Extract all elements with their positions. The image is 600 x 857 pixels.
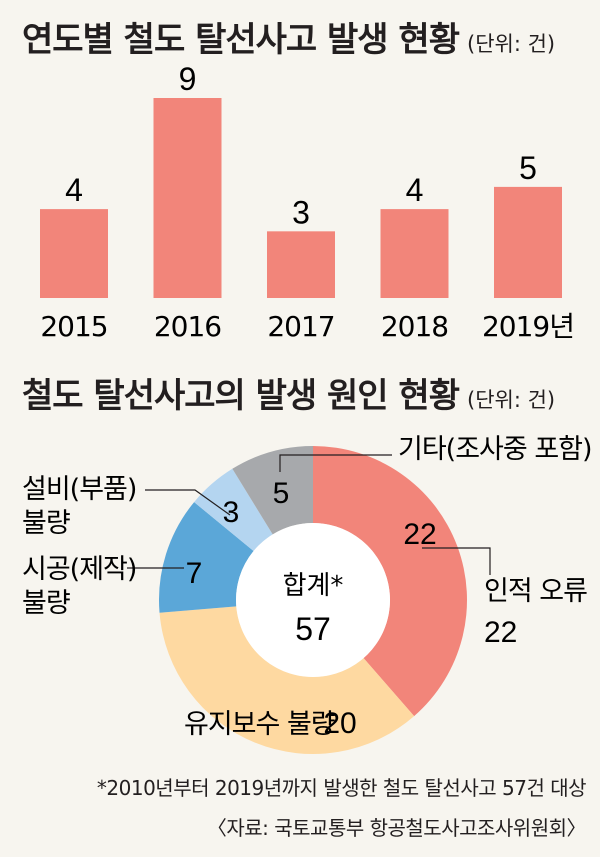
bar-2 [267, 231, 335, 298]
donut-category-label-3-line2: 불량 [22, 508, 70, 539]
bar-1 [153, 98, 222, 298]
donut-slice-3 [194, 468, 273, 552]
donut-category-label-2: 시공(제작) 불량 [22, 554, 136, 619]
leader-line-0 [422, 547, 491, 575]
bar-chart-unit: (단위: 건) [467, 32, 556, 56]
source-note: 〈자료: 국토교통부 항공철도사고조사위원회〉 [206, 816, 587, 840]
donut-value-label-2: 7 [186, 557, 203, 590]
bar-value-label-2: 3 [292, 194, 310, 230]
donut-center-value: 57 [295, 611, 331, 647]
donut-category-label-0: 인적 오류 [484, 576, 587, 607]
bar-value-label-1: 9 [179, 61, 197, 97]
donut-slice-4 [232, 446, 313, 535]
bar-chart-title: 연도별 철도 탈선사고 발생 현황 (단위: 건) [22, 12, 555, 61]
donut-value-label-4: 5 [273, 477, 290, 510]
bar-0 [40, 209, 108, 298]
x-tick-label-1: 2016 [154, 310, 221, 343]
x-tick-label-0: 2015 [40, 310, 107, 343]
donut-category-label-3-line1: 설비(부품) [22, 474, 136, 505]
donut-chart-unit: (단위: 건) [467, 388, 556, 412]
donut-hole [236, 523, 390, 677]
donut-value-label-1: 20 [323, 707, 356, 740]
donut-slice-1 [159, 606, 415, 754]
donut-category-label-2-line1: 시공(제작) [22, 554, 136, 585]
donut-category-label-1: 유지보수 불량 [184, 709, 335, 740]
bar-chart-title-text: 연도별 철도 탈선사고 발생 현황 [22, 20, 460, 60]
donut-slice-2 [159, 502, 254, 613]
bar-value-label-4: 5 [519, 150, 537, 186]
donut-chart-title: 철도 탈선사고의 발생 원인 현황 (단위: 건) [22, 368, 555, 417]
bar-value-label-0: 4 [65, 172, 83, 208]
donut-value-label-0: 22 [403, 518, 436, 551]
x-tick-label-4: 2019년 [482, 310, 574, 343]
leader-line-3 [145, 489, 231, 516]
donut-category-label-4: 기타(조사중 포함) [398, 434, 592, 465]
donut-category-label-3: 설비(부품) 불량 [22, 474, 136, 539]
donut-category-label-2-line2: 불량 [22, 588, 70, 619]
donut-center-label: 합계* [283, 571, 344, 601]
bar-4 [494, 186, 562, 298]
donut-chart-title-text: 철도 탈선사고의 발생 원인 현황 [22, 376, 460, 416]
bar-value-label-3: 4 [406, 172, 424, 208]
footnote: *2010년부터 2019년까지 발생한 철도 탈선사고 57건 대상 [96, 776, 587, 800]
x-tick-label-3: 2018 [381, 310, 448, 343]
donut-category-value-0: 22 [484, 616, 517, 649]
x-tick-label-2: 2017 [267, 310, 334, 343]
leader-line-4 [279, 454, 392, 472]
donut-value-label-3: 3 [223, 496, 240, 529]
donut-slice-0 [313, 445, 468, 717]
bar-3 [380, 209, 449, 298]
